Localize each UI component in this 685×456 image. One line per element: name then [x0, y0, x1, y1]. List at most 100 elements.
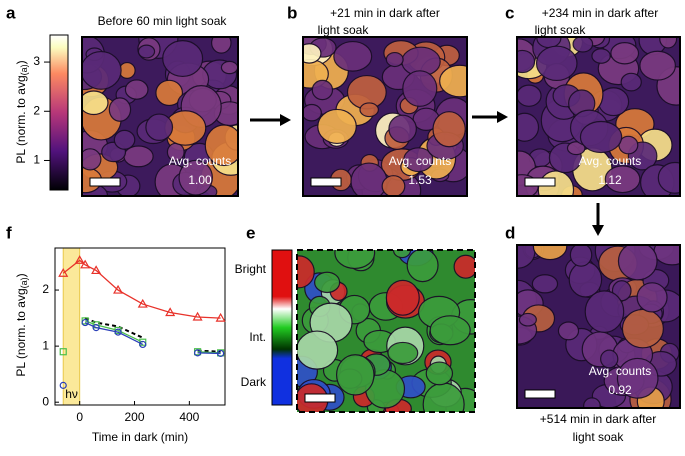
grain: [314, 271, 341, 294]
panel-title: +21 min in dark after: [330, 6, 440, 20]
marker: [165, 307, 176, 317]
grains: [517, 37, 680, 196]
grain: [385, 51, 404, 68]
grain: [604, 165, 641, 194]
avg-label: Avg. counts: [389, 154, 451, 168]
grain: [211, 37, 232, 54]
grain: [402, 70, 438, 107]
grain: [557, 321, 580, 341]
images: [81, 36, 681, 413]
colorbar-tick-label: 1: [33, 153, 40, 167]
grain: [537, 170, 575, 196]
scale-bar: [89, 177, 121, 187]
marker: [217, 349, 225, 358]
scale-bar: [304, 393, 336, 403]
grain: [429, 315, 471, 346]
grain: [610, 42, 640, 65]
grain: [82, 90, 109, 116]
grain: [583, 397, 601, 408]
grain: [145, 113, 174, 141]
legend-label: Dark: [241, 375, 267, 389]
marker: [81, 318, 89, 327]
y-tick-label: 2: [42, 282, 49, 296]
frame: [516, 244, 681, 409]
class-colorbar: [271, 249, 293, 406]
grain: [297, 330, 339, 370]
grain: [124, 79, 149, 100]
marker: [137, 298, 148, 308]
panel-title: light soak: [318, 23, 370, 37]
grain: [82, 50, 122, 90]
marker: [139, 338, 147, 346]
frame: [302, 36, 468, 197]
marker: [139, 340, 147, 349]
grain: [439, 64, 467, 98]
label-part: ): [14, 273, 28, 277]
frame: [81, 36, 239, 197]
avg-label: Avg. counts: [169, 154, 231, 168]
frame: [516, 36, 681, 197]
grain: [425, 361, 454, 386]
grain: [600, 349, 619, 369]
avg-value: 1.12: [598, 173, 622, 187]
grains: [517, 245, 680, 408]
grain: [385, 279, 420, 316]
grain: [639, 50, 676, 81]
grain: [517, 112, 540, 142]
legend-label: Int.: [249, 330, 266, 344]
grain: [220, 60, 238, 75]
grain: [381, 175, 406, 196]
panel-label: a: [6, 3, 16, 22]
grain: [569, 245, 593, 267]
arrow-head: [280, 114, 291, 126]
grain: [568, 261, 603, 298]
panel-label: e: [246, 223, 255, 242]
grain: [317, 108, 357, 145]
label-part: ): [14, 60, 28, 64]
y-axis-label: PL (norm. to avg(a)): [14, 273, 29, 376]
grain: [535, 45, 578, 82]
grain: [572, 37, 594, 53]
scale-bar: [310, 177, 342, 187]
panel-label: c: [505, 3, 514, 22]
grain: [311, 79, 334, 101]
grain: [453, 254, 475, 279]
marker: [193, 349, 202, 357]
marker: [113, 284, 124, 294]
grain: [591, 48, 611, 64]
grain: [566, 141, 586, 156]
grain: [388, 114, 417, 144]
panel-title: light soak: [573, 430, 625, 444]
grain: [113, 129, 136, 150]
grain: [584, 290, 625, 333]
grain: [333, 40, 373, 72]
avg-label: Avg. counts: [579, 154, 641, 168]
panel-label: b: [287, 3, 297, 22]
marker: [91, 265, 102, 275]
grain: [616, 357, 659, 399]
grain: [387, 341, 419, 365]
plot-frame: [54, 247, 226, 406]
grain: [659, 37, 678, 49]
marker: [92, 324, 100, 332]
annotation: hν: [65, 387, 78, 401]
series-line: [84, 321, 221, 355]
avg-label: Avg. counts: [589, 364, 651, 378]
grain: [432, 111, 466, 148]
y-tick-label: 0: [42, 394, 49, 408]
panel-title: Before 60 min light soak: [98, 14, 228, 28]
grain: [579, 120, 623, 154]
grain: [303, 103, 322, 122]
panel-label: d: [505, 223, 515, 242]
grain: [359, 102, 379, 118]
series-line: [84, 320, 221, 354]
grains: [82, 37, 238, 196]
grain: [617, 245, 658, 281]
series-line: [62, 259, 221, 319]
marker: [80, 259, 91, 269]
layout: [49, 34, 604, 406]
micrograph: [296, 249, 476, 413]
grains: [303, 37, 467, 196]
colorbar: [49, 34, 69, 191]
grain: [82, 148, 102, 171]
